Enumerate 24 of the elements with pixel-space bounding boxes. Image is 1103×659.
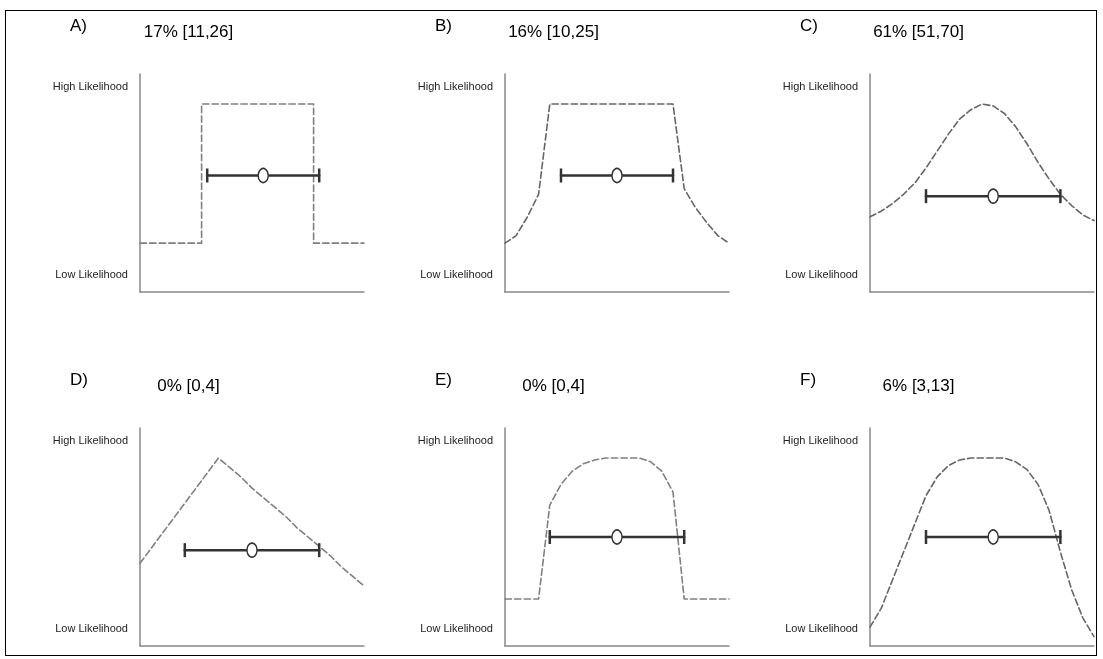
chart-subtitle: A) (70, 16, 87, 35)
text: Low Likelihood (785, 267, 858, 280)
chart-title: 6% [3,13] (882, 376, 955, 395)
chart-title: 0% [0,4] (157, 376, 220, 395)
text: Low Likelihood (420, 621, 493, 634)
chart-title: 17% [11,26] (143, 22, 234, 41)
text: High Likelihood (417, 79, 493, 92)
chart-title: 61% [51,70] (873, 22, 964, 41)
chart-subtitle: E) (435, 370, 452, 389)
text: High Likelihood (782, 433, 858, 446)
text: Low Likelihood (55, 621, 128, 634)
chart-subtitle: F) (800, 370, 817, 389)
text: Low Likelihood (55, 267, 128, 280)
chart-subtitle: B) (435, 16, 452, 35)
chart-title: 0% [0,4] (522, 376, 585, 395)
text: High Likelihood (782, 79, 858, 92)
text: Low Likelihood (420, 267, 493, 280)
text: High Likelihood (52, 433, 128, 446)
text: Low Likelihood (785, 621, 858, 634)
chart-title: 16% [10,25] (508, 22, 599, 41)
chart-subtitle: C) (800, 16, 818, 35)
text: High Likelihood (417, 433, 493, 446)
text: High Likelihood (52, 79, 128, 92)
chart-subtitle: D) (70, 370, 88, 389)
